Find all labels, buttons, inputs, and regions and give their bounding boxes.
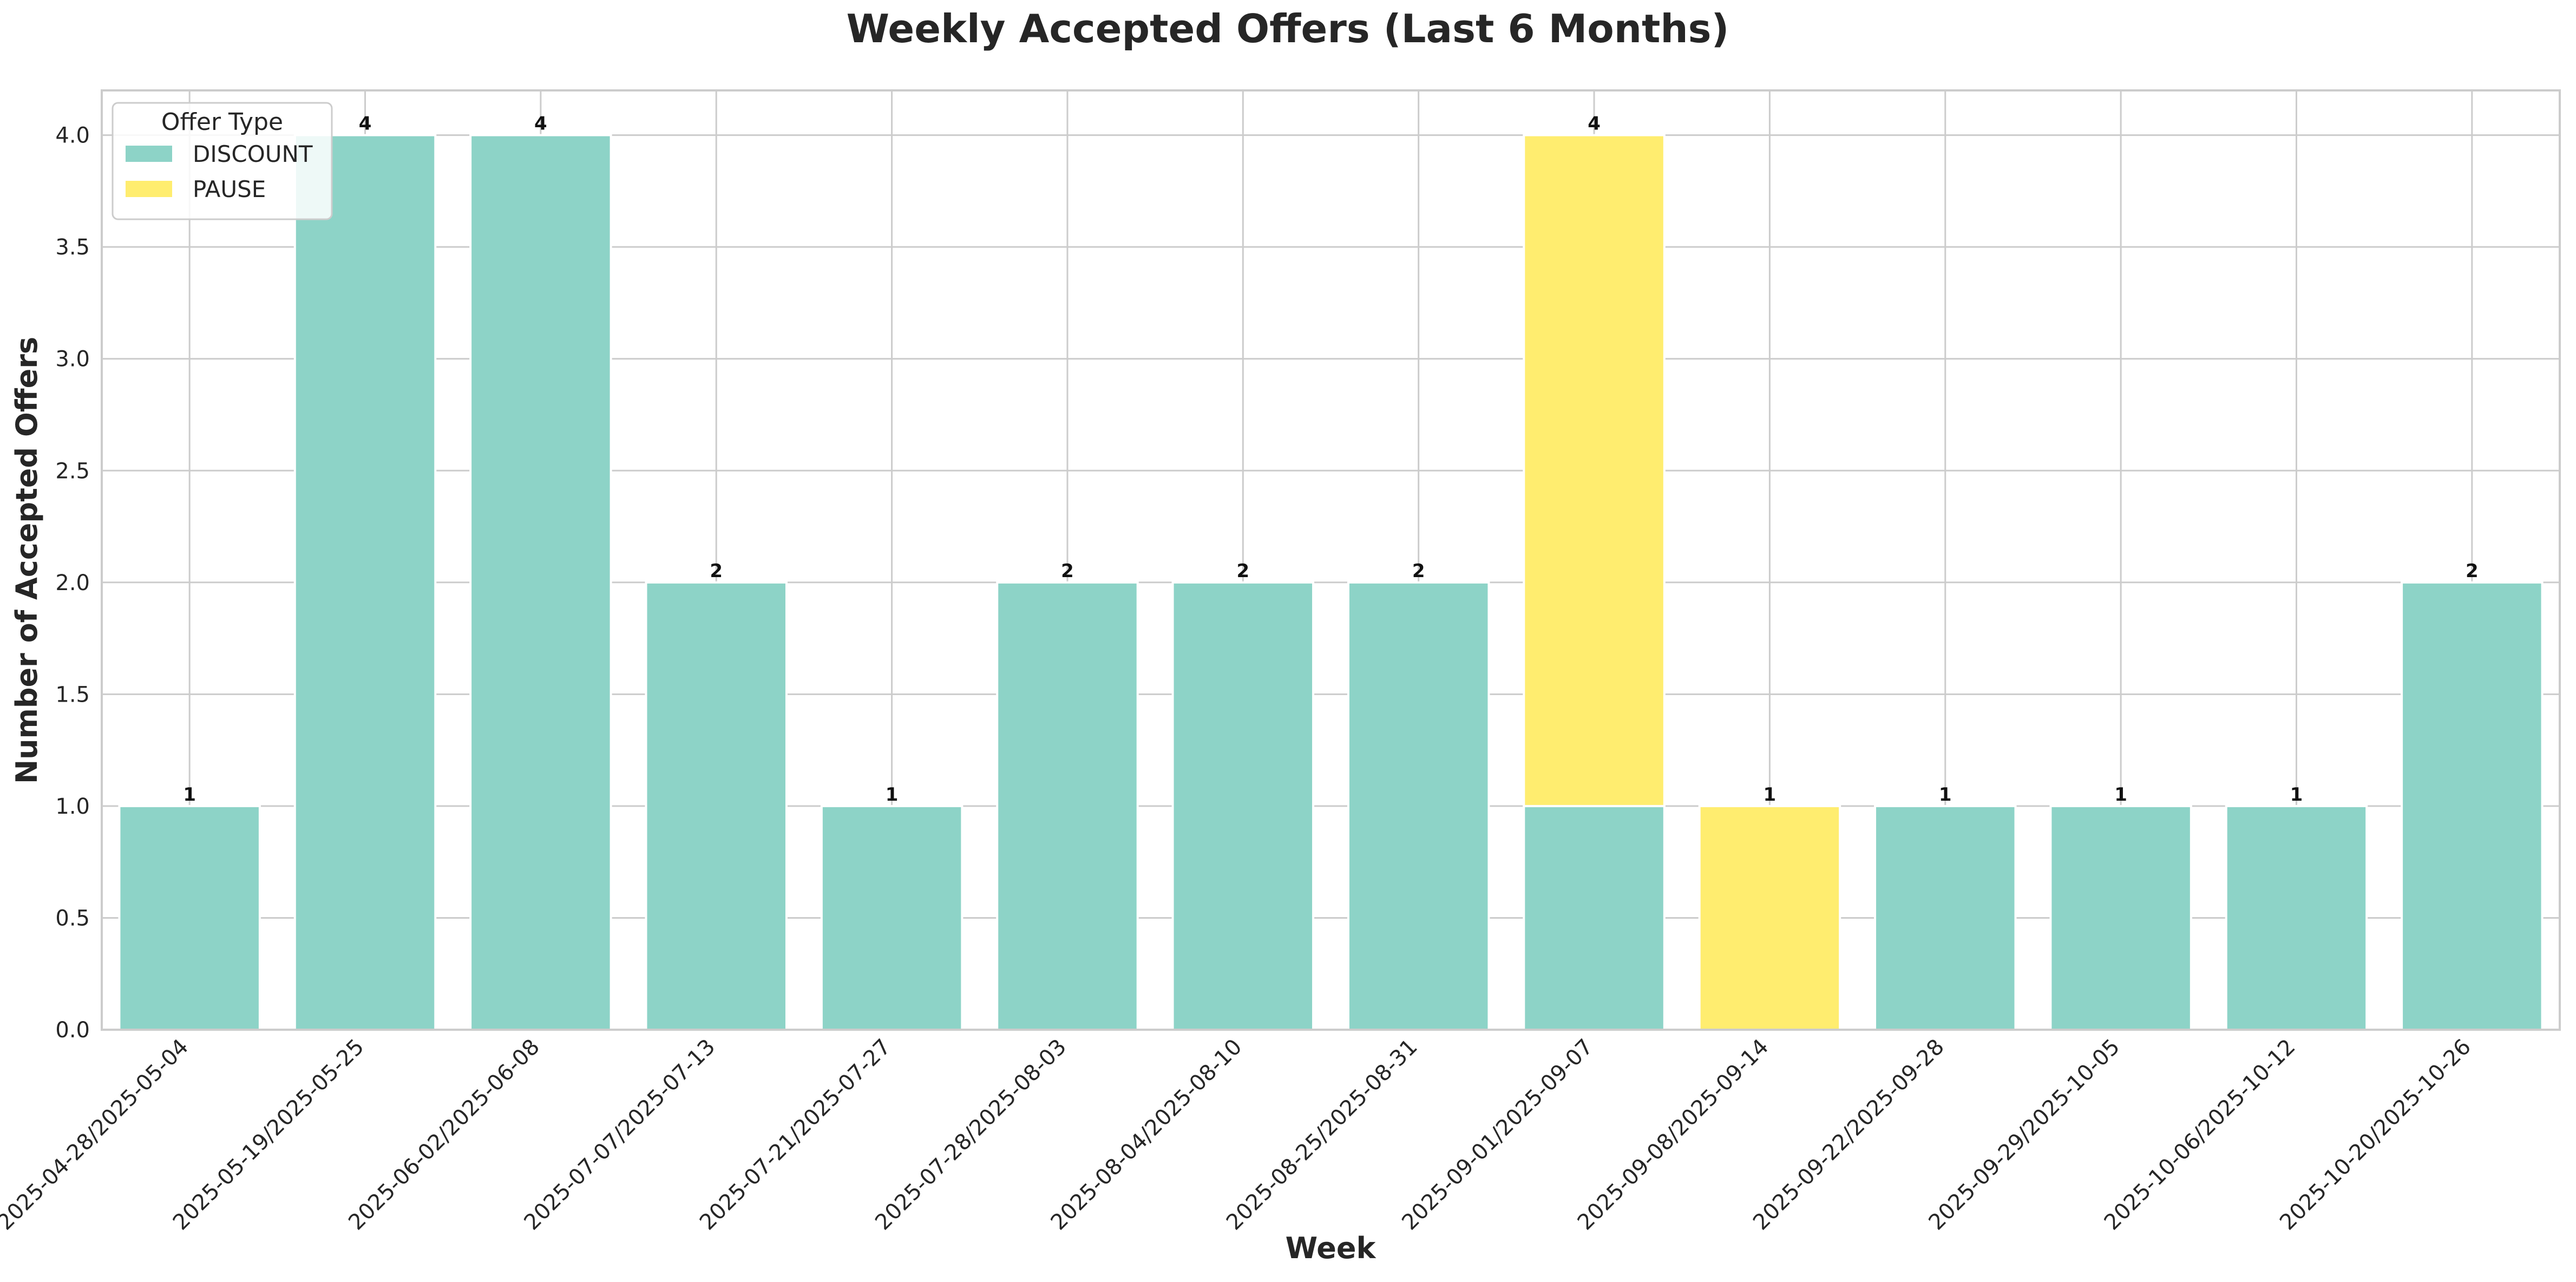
- bar-total-label: 1: [1939, 784, 1952, 806]
- bar-total-label: 1: [2290, 784, 2303, 806]
- bar-total-label: 2: [710, 560, 723, 582]
- legend-title: Offer Type: [161, 108, 283, 136]
- bar-total-label: 4: [534, 113, 547, 135]
- y-tick-label: 0.0: [55, 1018, 90, 1043]
- plot-frame: [101, 89, 2561, 1031]
- bar-discount: [1171, 581, 1315, 1031]
- bar-total-label: 2: [1236, 560, 1249, 582]
- y-tick-label: 3.5: [55, 235, 90, 260]
- bar-discount: [118, 804, 261, 1031]
- legend-label-discount: DISCOUNT: [193, 141, 313, 167]
- y-axis-title: Number of Accepted Offers: [10, 337, 44, 784]
- bar-discount: [2049, 804, 2192, 1031]
- bar-pause: [1523, 134, 1666, 807]
- bar-discount: [645, 581, 788, 1031]
- y-tick-label: 1.0: [55, 794, 90, 819]
- bar-discount: [469, 134, 612, 1031]
- legend-label-pause: PAUSE: [193, 176, 266, 202]
- y-tick-label: 4.0: [55, 123, 90, 148]
- chart-title: Weekly Accepted Offers (Last 6 Months): [847, 6, 1729, 51]
- bar-total-label: 4: [359, 113, 372, 135]
- bar-total-label: 2: [1061, 560, 1074, 582]
- x-axis-title: Week: [1286, 1231, 1377, 1265]
- legend-swatch-discount: [126, 146, 172, 162]
- bar-discount: [293, 134, 437, 1031]
- bar-discount: [820, 804, 963, 1031]
- legend: Offer Type DISCOUNT PAUSE: [112, 102, 333, 220]
- y-tick-label: 1.5: [55, 682, 90, 707]
- bar-discount: [996, 581, 1139, 1031]
- bar-discount: [2225, 804, 2368, 1031]
- y-tick-label: 3.0: [55, 347, 90, 372]
- bar-discount: [1347, 581, 1490, 1031]
- bar-total-label: 1: [1764, 784, 1777, 806]
- bar-total-label: 1: [886, 784, 899, 806]
- y-tick-label: 2.0: [55, 571, 90, 596]
- y-tick-label: 0.5: [55, 906, 90, 931]
- bar-total-label: 1: [2114, 784, 2127, 806]
- bar-total-label: 2: [2466, 560, 2479, 582]
- bar-discount: [1874, 804, 2017, 1031]
- bar-discount: [2401, 581, 2544, 1031]
- bar-total-label: 1: [183, 784, 196, 806]
- bar-total-label: 2: [1412, 560, 1425, 582]
- legend-swatch-pause: [126, 181, 172, 197]
- bar-discount: [1523, 804, 1666, 1031]
- bar-total-label: 4: [1588, 113, 1601, 135]
- y-tick-label: 2.5: [55, 459, 90, 483]
- bar-pause: [1698, 804, 1841, 1031]
